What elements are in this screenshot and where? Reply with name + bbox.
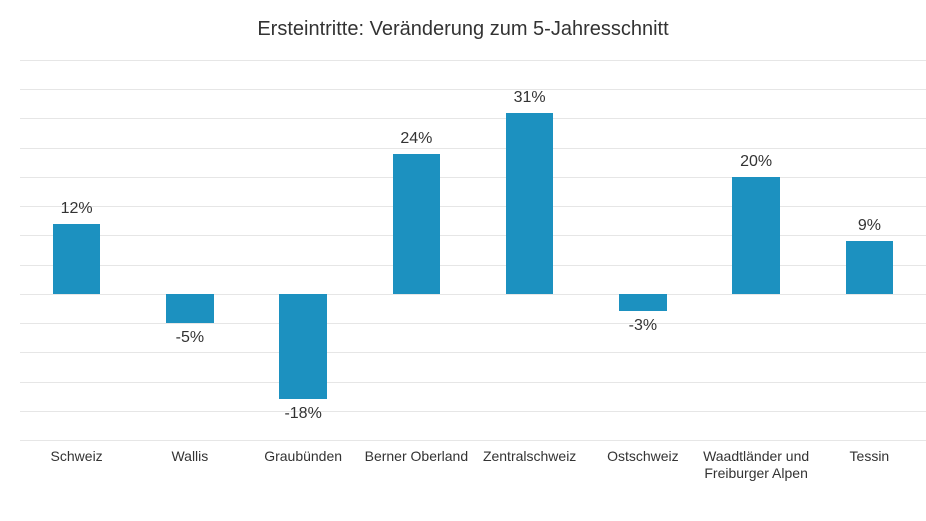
bar bbox=[393, 154, 441, 294]
bar-value-label: 31% bbox=[473, 89, 586, 107]
x-axis-label: Wallis bbox=[133, 448, 246, 465]
bar bbox=[279, 294, 327, 399]
bar-value-label: -3% bbox=[586, 317, 699, 335]
gridline bbox=[20, 382, 926, 383]
bar-value-label: -18% bbox=[247, 405, 360, 423]
chart-container: Ersteintritte: Veränderung zum 5-Jahress… bbox=[0, 0, 926, 521]
x-axis-label: Zentralschweiz bbox=[473, 448, 586, 465]
x-axis-label: Waadtländer und Freiburger Alpen bbox=[700, 448, 813, 482]
bar bbox=[166, 294, 214, 323]
bar bbox=[506, 113, 554, 294]
gridline bbox=[20, 265, 926, 266]
bar-value-label: 20% bbox=[700, 153, 813, 171]
gridline bbox=[20, 60, 926, 61]
gridline bbox=[20, 352, 926, 353]
gridline bbox=[20, 206, 926, 207]
bar-value-label: 12% bbox=[20, 200, 133, 218]
bar bbox=[732, 177, 780, 294]
gridline bbox=[20, 177, 926, 178]
gridline bbox=[20, 235, 926, 236]
bar bbox=[619, 294, 667, 312]
gridline bbox=[20, 411, 926, 412]
bar-value-label: -5% bbox=[133, 329, 246, 347]
bar bbox=[846, 241, 894, 294]
x-axis-label: Graubünden bbox=[247, 448, 360, 465]
x-axis-label: Schweiz bbox=[20, 448, 133, 465]
chart-title: Ersteintritte: Veränderung zum 5-Jahress… bbox=[0, 18, 926, 41]
x-axis-label: Ostschweiz bbox=[586, 448, 699, 465]
gridline bbox=[20, 294, 926, 295]
x-axis-label: Tessin bbox=[813, 448, 926, 465]
gridline bbox=[20, 323, 926, 324]
gridline bbox=[20, 118, 926, 119]
x-axis-label: Berner Oberland bbox=[360, 448, 473, 465]
bar bbox=[53, 224, 101, 294]
gridline bbox=[20, 440, 926, 441]
bar-value-label: 24% bbox=[360, 130, 473, 148]
bar-value-label: 9% bbox=[813, 217, 926, 235]
gridline bbox=[20, 148, 926, 149]
plot-area: 12% -5% -18% 24% 31% -3% 20% 9% bbox=[20, 60, 926, 440]
x-axis-labels: SchweizWallisGraubündenBerner OberlandZe… bbox=[20, 448, 926, 508]
